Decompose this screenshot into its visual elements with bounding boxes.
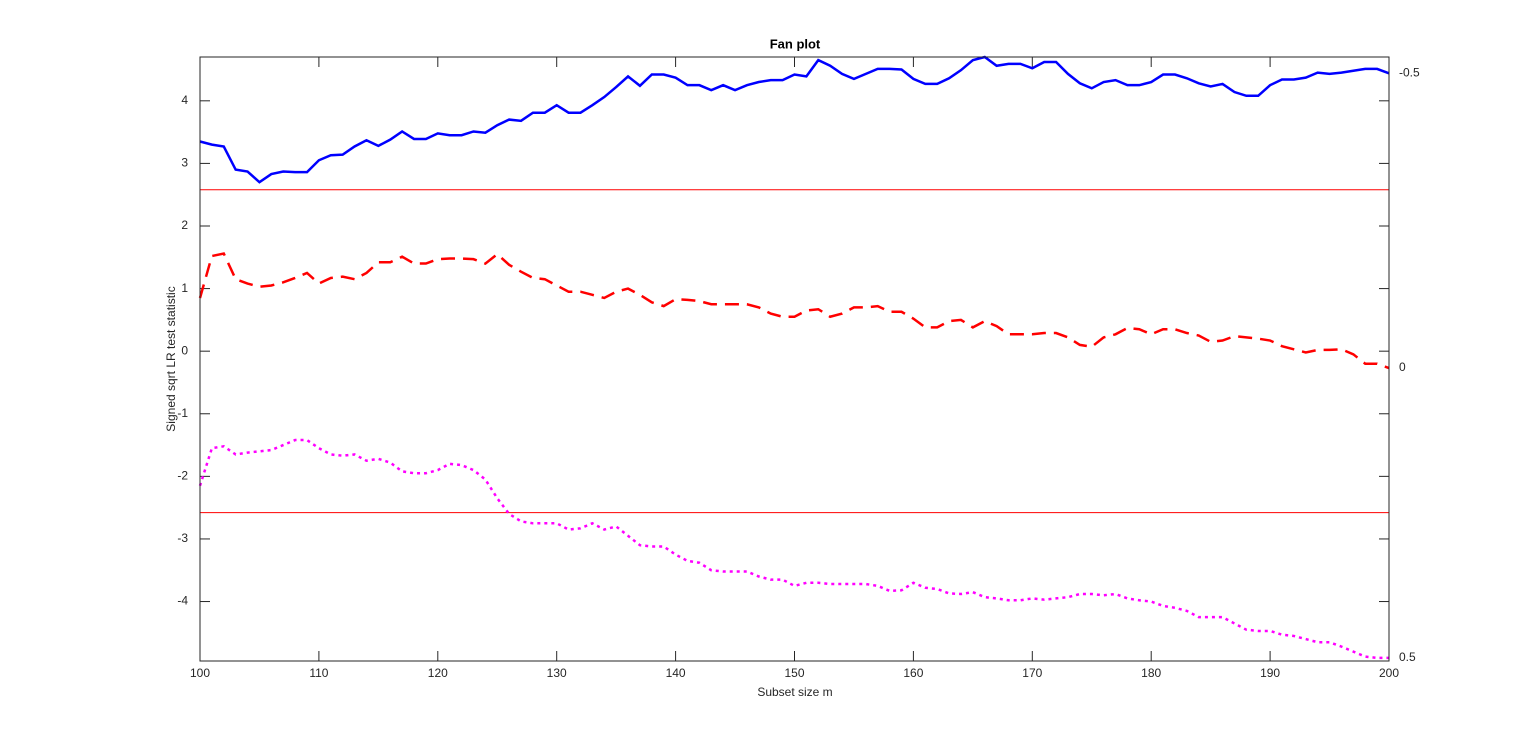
x-tick-label: 160 <box>903 666 923 680</box>
chart-title: Fan plot <box>770 36 821 51</box>
y-tick-label: -2 <box>177 469 188 483</box>
x-tick-label: 120 <box>428 666 448 680</box>
y-tick-label: 3 <box>181 156 188 170</box>
x-tick-label: 100 <box>190 666 210 680</box>
y-tick-label: 4 <box>181 93 188 107</box>
x-tick-label: 200 <box>1379 666 1399 680</box>
x-tick-label: 150 <box>784 666 804 680</box>
x-tick-label: 130 <box>547 666 567 680</box>
series-line <box>198 438 1389 660</box>
series-label: -0.5 <box>1399 65 1420 79</box>
y-tick-label: -4 <box>177 594 188 608</box>
y-axis-label: Signed sqrt LR test statistic <box>164 286 178 431</box>
y-tick-label: 1 <box>181 281 188 295</box>
y-tick-label: 0 <box>181 343 188 357</box>
x-tick-label: 170 <box>1022 666 1042 680</box>
x-tick-label: 140 <box>666 666 686 680</box>
series-label: 0.5 <box>1399 650 1416 664</box>
series-line <box>198 252 1390 370</box>
y-tick-label: 2 <box>181 218 188 232</box>
y-tick-label: -3 <box>177 531 188 545</box>
axes-box <box>199 56 1390 662</box>
x-tick-label: 110 <box>309 666 328 680</box>
series-line <box>199 55 1390 184</box>
x-tick-label: 190 <box>1260 666 1280 680</box>
y-tick-label: -1 <box>177 406 188 420</box>
series-label: 0 <box>1399 360 1406 374</box>
x-tick-label: 180 <box>1141 666 1161 680</box>
x-axis-label: Subset size m <box>757 685 832 699</box>
